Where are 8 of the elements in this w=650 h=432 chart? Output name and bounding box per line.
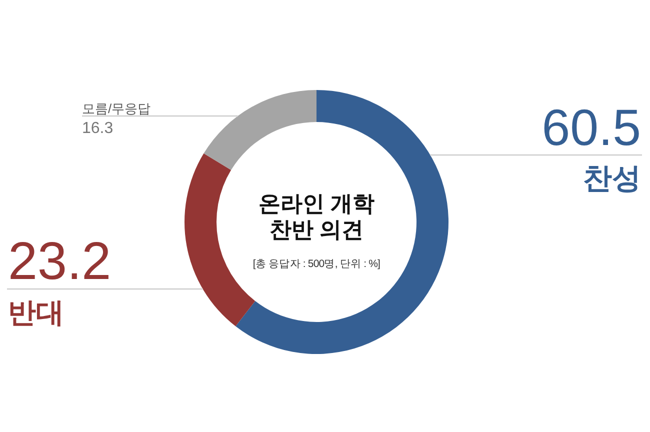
data-label: 60.5 [542, 99, 641, 156]
slice-label: 찬성 [583, 163, 641, 195]
text: [총 응답자 : 500명, 단위 : %] [252, 258, 381, 270]
data-label: 23.2 [8, 232, 112, 291]
slice-label: 반대 [8, 297, 64, 328]
slice-label: 모름/무응답 [82, 101, 151, 116]
text: 온라인 개학 찬반 의견 [258, 191, 375, 242]
data-label: 16.3 [82, 120, 114, 137]
